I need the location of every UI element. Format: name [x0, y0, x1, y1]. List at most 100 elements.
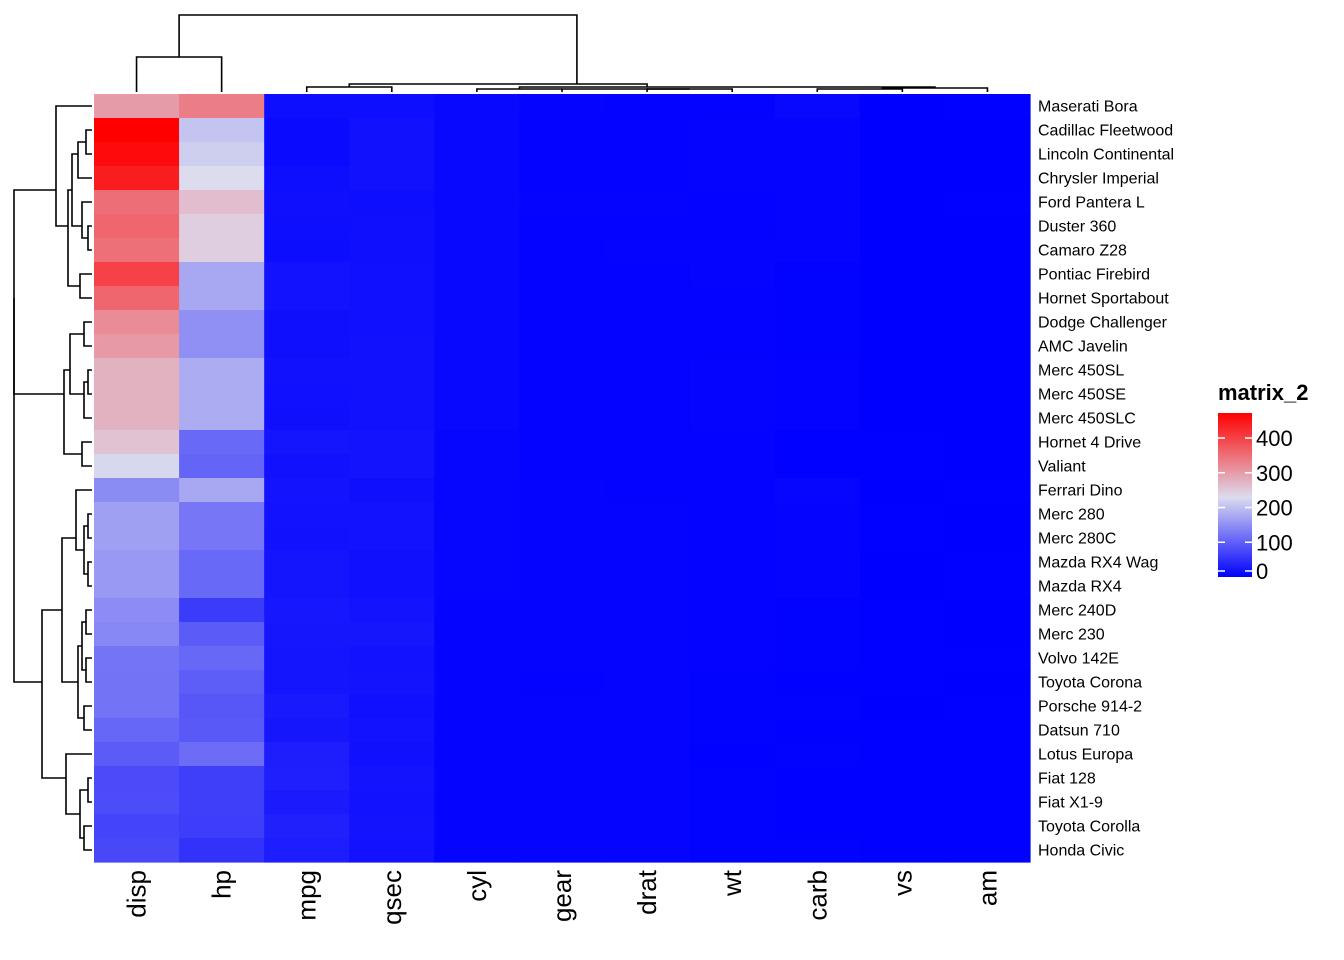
row-label: Hornet 4 Drive — [1038, 435, 1141, 452]
heatmap-cell — [604, 286, 691, 311]
heatmap-cell — [94, 622, 180, 647]
heatmap-cell — [264, 382, 350, 407]
dendrogram-branch — [135, 56, 223, 92]
heatmap-cell — [859, 622, 946, 647]
legend-ticks: 400 300 200 100 0 — [1218, 426, 1293, 584]
heatmap-cell — [689, 142, 776, 167]
heatmap-cell — [859, 574, 946, 599]
row-dendrogram — [13, 105, 92, 851]
heatmap-cell — [859, 550, 946, 575]
heatmap-cell — [264, 694, 350, 719]
heatmap-cell — [944, 142, 1031, 167]
heatmap-cell — [179, 550, 265, 575]
heatmap-cell — [519, 334, 606, 359]
heatmap-cell — [944, 670, 1031, 695]
heatmap-cell — [859, 670, 946, 695]
heatmap-cell — [944, 430, 1031, 455]
heatmap-cell — [519, 262, 606, 287]
row-label: Toyota Corona — [1038, 675, 1142, 692]
heatmap-cell — [434, 766, 521, 791]
heatmap-cell — [944, 646, 1031, 671]
heatmap-cell — [264, 598, 350, 623]
row-label: Hornet Sportabout — [1038, 291, 1169, 308]
row-label: Maserati Bora — [1038, 99, 1138, 116]
heatmap-cell — [774, 310, 861, 335]
heatmap-cell — [689, 382, 776, 407]
heatmap-cell — [859, 742, 946, 767]
heatmap-cell — [604, 94, 691, 119]
heatmap-cell — [264, 190, 350, 215]
heatmap-cell — [774, 670, 861, 695]
heatmap-cell — [859, 838, 946, 863]
heatmap-cell — [349, 190, 435, 215]
heatmap-cell — [944, 502, 1031, 527]
heatmap-cell — [689, 526, 776, 551]
dendrogram-branch — [61, 537, 78, 683]
heatmap-cell — [264, 238, 350, 263]
heatmap-cell — [179, 142, 265, 167]
row-label: AMC Javelin — [1038, 339, 1128, 356]
heatmap-cell — [604, 382, 691, 407]
heatmap-cell — [774, 286, 861, 311]
heatmap-cell — [349, 622, 435, 647]
heatmap-cell — [604, 838, 691, 863]
row-label: Lotus Europa — [1038, 747, 1133, 764]
heatmap-cell — [264, 310, 350, 335]
heatmap-cell — [519, 790, 606, 815]
heatmap-cell — [689, 790, 776, 815]
heatmap-cell — [859, 454, 946, 479]
heatmap-cell — [774, 598, 861, 623]
heatmap-cell — [179, 838, 265, 863]
heatmap-cell — [179, 478, 265, 503]
heatmap-cell — [689, 358, 776, 383]
heatmap-cell — [94, 550, 180, 575]
heatmap-cell — [349, 214, 435, 239]
dendrogram-branch — [55, 105, 92, 227]
heatmap-cell — [604, 790, 691, 815]
heatmap-cell — [349, 430, 435, 455]
heatmap-cell — [774, 574, 861, 599]
heatmap-cell — [519, 238, 606, 263]
heatmap-cell — [94, 262, 180, 287]
dendrogram-branch — [305, 86, 393, 92]
column-label: vs — [887, 870, 917, 896]
dendrogram-branch — [13, 189, 64, 395]
heatmap-cell — [349, 478, 435, 503]
heatmap-cell — [944, 166, 1031, 191]
heatmap-cell — [179, 694, 265, 719]
heatmap-cell — [179, 118, 265, 143]
heatmap-cell — [179, 670, 265, 695]
heatmap-cell — [179, 358, 265, 383]
column-label: disp — [122, 870, 152, 918]
heatmap-cell — [264, 574, 350, 599]
heatmap-cell — [434, 430, 521, 455]
heatmap-cell — [349, 454, 435, 479]
heatmap-cell — [264, 502, 350, 527]
dendrogram-branch — [85, 609, 92, 635]
heatmap-cell — [434, 190, 521, 215]
heatmap-cell — [349, 550, 435, 575]
heatmap-cell — [434, 790, 521, 815]
row-label: Cadillac Fleetwood — [1038, 123, 1173, 140]
heatmap-cell — [519, 838, 606, 863]
heatmap-cell — [859, 262, 946, 287]
heatmap-cell — [434, 310, 521, 335]
heatmap-cell — [604, 166, 691, 191]
heatmap-cell — [859, 94, 946, 119]
heatmap-cell — [349, 598, 435, 623]
heatmap-cell — [689, 310, 776, 335]
heatmap-cell — [604, 742, 691, 767]
heatmap-cell — [264, 622, 350, 647]
heatmap-cell — [519, 406, 606, 431]
heatmap-cell — [179, 502, 265, 527]
heatmap-cell — [689, 502, 776, 527]
heatmap-cell — [774, 694, 861, 719]
heatmap-cell — [434, 814, 521, 839]
heatmap-cell — [774, 214, 861, 239]
heatmap-cell — [774, 334, 861, 359]
heatmap-cell — [859, 286, 946, 311]
heatmap-cell — [434, 286, 521, 311]
heatmap-cell — [774, 94, 861, 119]
row-label: Volvo 142E — [1038, 651, 1119, 668]
heatmap-cell — [264, 262, 350, 287]
